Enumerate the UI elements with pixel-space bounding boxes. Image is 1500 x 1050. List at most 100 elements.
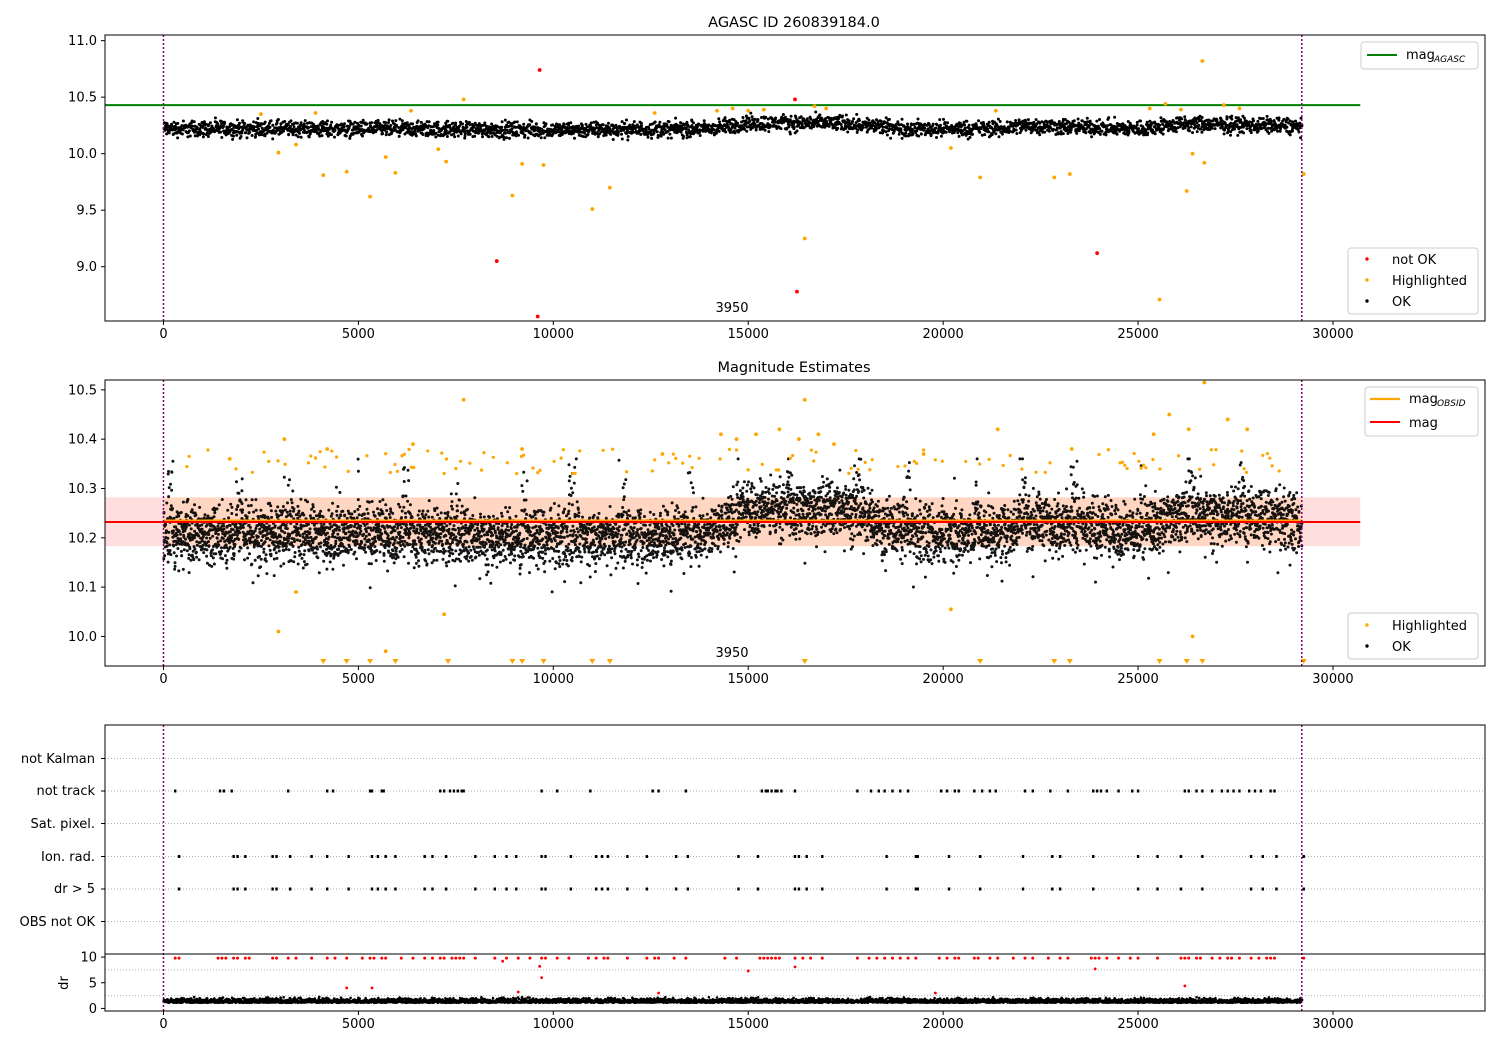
flag-marker bbox=[177, 887, 181, 891]
magnitude-highlighted-point bbox=[1270, 464, 1274, 468]
magnitude-panel-frame bbox=[104, 379, 1486, 667]
dr-outlier-point bbox=[976, 956, 980, 960]
flag-marker bbox=[380, 789, 383, 793]
dr-outlier-point bbox=[423, 956, 427, 960]
magnitude-highlighted-point bbox=[1240, 449, 1244, 453]
dr-outlier-point bbox=[1093, 956, 1097, 960]
flag-marker bbox=[978, 887, 982, 891]
dr-outlier-point bbox=[1058, 956, 1062, 960]
dr-outlier-point bbox=[567, 956, 571, 960]
magnitude-below-range-marker bbox=[1183, 659, 1190, 664]
magnitude-highlighted-point bbox=[454, 466, 458, 471]
dr-outlier-point bbox=[1210, 956, 1214, 960]
dr-outlier-point bbox=[883, 956, 887, 960]
flag-marker bbox=[1049, 789, 1052, 793]
magnitude-highlighted-point bbox=[610, 447, 615, 451]
flag-marker bbox=[275, 855, 278, 858]
dr-outlier-point bbox=[1249, 956, 1253, 960]
magnitude-highlighted-point bbox=[746, 468, 750, 472]
flag-marker bbox=[1021, 855, 1025, 858]
flag-marker bbox=[370, 887, 374, 891]
dr-outlier-point bbox=[1269, 956, 1273, 960]
magnitude-highlighted-point bbox=[774, 468, 778, 472]
agasc-highlighted-point bbox=[294, 142, 298, 147]
flag-marker bbox=[776, 789, 779, 793]
magnitude-highlighted-point bbox=[624, 470, 629, 474]
agasc-highlighted-point bbox=[590, 207, 595, 211]
dr-outlier-point bbox=[933, 991, 937, 995]
flag-marker bbox=[1066, 789, 1070, 793]
magnitude-below-range-marker bbox=[519, 659, 526, 664]
magnitude-highlighted-point bbox=[400, 454, 404, 458]
dr-outlier-point bbox=[1257, 956, 1261, 960]
flag-marker bbox=[540, 855, 543, 858]
flag-marker bbox=[606, 855, 610, 858]
flags-xtick-label: 5000 bbox=[342, 1017, 375, 1032]
flag-marker bbox=[222, 789, 226, 793]
magnitude-highlighted-point bbox=[816, 432, 821, 437]
flag-marker bbox=[271, 887, 274, 891]
flag-marker bbox=[1187, 789, 1190, 793]
magnitude-below-range-marker bbox=[367, 659, 374, 664]
dr-outlier-point bbox=[224, 956, 228, 960]
dr-outlier-point bbox=[957, 956, 961, 960]
flag-marker bbox=[1092, 887, 1095, 891]
magnitude-ok-cloud bbox=[162, 457, 1304, 594]
flag-marker bbox=[1232, 789, 1235, 793]
agasc-highlighted-point bbox=[824, 106, 829, 111]
flag-marker bbox=[1201, 789, 1204, 793]
dr-outlier-point bbox=[657, 956, 661, 960]
dr-outlier-point bbox=[988, 956, 992, 960]
magnitude-highlighted-point bbox=[402, 452, 406, 456]
agasc-highlighted-point bbox=[368, 194, 372, 199]
agasc-highlighted-point bbox=[259, 112, 263, 117]
flag-marker bbox=[780, 789, 783, 793]
flag-marker bbox=[594, 855, 598, 858]
flag-marker bbox=[953, 789, 957, 793]
magnitude-below-range-marker bbox=[1051, 659, 1058, 664]
flag-marker bbox=[674, 855, 678, 858]
dr-outlier-point bbox=[1093, 967, 1097, 971]
magnitude-highlighted-point bbox=[667, 461, 671, 465]
flag-marker bbox=[877, 789, 881, 793]
flag-marker bbox=[1201, 855, 1204, 858]
magnitude-highlighted-point bbox=[1245, 427, 1250, 432]
flag-marker bbox=[1302, 855, 1305, 858]
agasc-highlighted-point bbox=[607, 185, 612, 190]
magnitude-highlighted-point bbox=[863, 460, 867, 464]
magnitude-highlighted-point bbox=[987, 457, 991, 462]
magnitude-highlighted-point bbox=[940, 459, 944, 463]
dr-outlier-point bbox=[173, 956, 177, 960]
dr-outlier-point bbox=[333, 956, 337, 960]
magnitude-highlighted-point bbox=[1151, 432, 1156, 437]
magnitude-highlighted-point bbox=[334, 455, 339, 459]
dr-outlier-point bbox=[602, 956, 606, 960]
dr-outlier-point bbox=[247, 956, 251, 960]
agasc-panel-frame bbox=[104, 34, 1486, 322]
agasc-xtick-label: 10000 bbox=[533, 327, 574, 342]
flag-marker bbox=[793, 855, 797, 858]
flag-marker bbox=[674, 887, 678, 891]
dr-outlier-point bbox=[220, 956, 224, 960]
agasc-highlighted-point bbox=[444, 159, 449, 164]
dr-outlier-point bbox=[236, 956, 240, 960]
agasc-highlighted-point bbox=[993, 108, 998, 113]
flag-marker bbox=[899, 789, 902, 793]
agasc-highlighted-point bbox=[761, 107, 766, 112]
magnitude-highlighted-point bbox=[520, 447, 525, 451]
dr-outlier-point bbox=[820, 956, 824, 960]
flag-marker bbox=[805, 887, 808, 891]
magnitude-highlighted-point bbox=[719, 432, 723, 437]
flags-panel-frame bbox=[104, 724, 1486, 1012]
flag-marker bbox=[885, 887, 888, 891]
dr-outlier-point bbox=[360, 956, 364, 960]
flag-marker bbox=[493, 855, 497, 858]
dr-outlier-point bbox=[746, 969, 750, 973]
magnitude-highlighted-point bbox=[444, 457, 449, 461]
flags-xtick-label: 25000 bbox=[1117, 1017, 1158, 1032]
flag-marker bbox=[1105, 789, 1109, 793]
magnitude-highlighted-point bbox=[1048, 461, 1052, 465]
dr-outlier-point bbox=[1179, 956, 1183, 960]
flag-marker bbox=[914, 887, 918, 891]
magnitude-highlighted-point bbox=[1158, 467, 1162, 471]
